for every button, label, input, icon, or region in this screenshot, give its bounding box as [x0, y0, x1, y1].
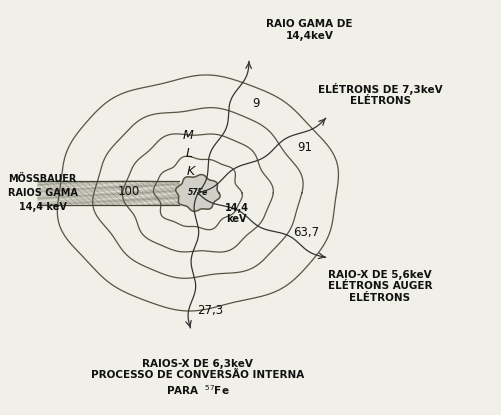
Text: 14,4
keV: 14,4 keV	[224, 203, 248, 224]
Text: K: K	[186, 165, 194, 178]
Text: MÖSSBAUER
RAIOS GAMA
14,4 keV: MÖSSBAUER RAIOS GAMA 14,4 keV	[8, 174, 78, 212]
Text: RAIO-X DE 5,6keV
ELÉTRONS AUGER
ELÉTRONS: RAIO-X DE 5,6keV ELÉTRONS AUGER ELÉTRONS	[328, 270, 432, 303]
Text: RAIO GAMA DE
14,4keV: RAIO GAMA DE 14,4keV	[267, 19, 353, 41]
Text: 27,3: 27,3	[197, 304, 223, 317]
Text: 57Fe: 57Fe	[188, 188, 208, 198]
Text: M: M	[182, 129, 193, 142]
Text: ELÉTRONS DE 7,3keV
ELÉTRONS: ELÉTRONS DE 7,3keV ELÉTRONS	[319, 83, 443, 106]
Text: 91: 91	[297, 141, 312, 154]
Text: 100: 100	[118, 185, 140, 198]
Polygon shape	[176, 175, 220, 211]
Text: 63,7: 63,7	[294, 226, 320, 239]
Text: 9: 9	[252, 97, 259, 110]
Text: RAIOS-X DE 6,3keV
PROCESSO DE CONVERSÃO INTERNA
PARA  $^{57}$Fe: RAIOS-X DE 6,3keV PROCESSO DE CONVERSÃO …	[91, 359, 305, 397]
Text: L: L	[185, 147, 192, 160]
